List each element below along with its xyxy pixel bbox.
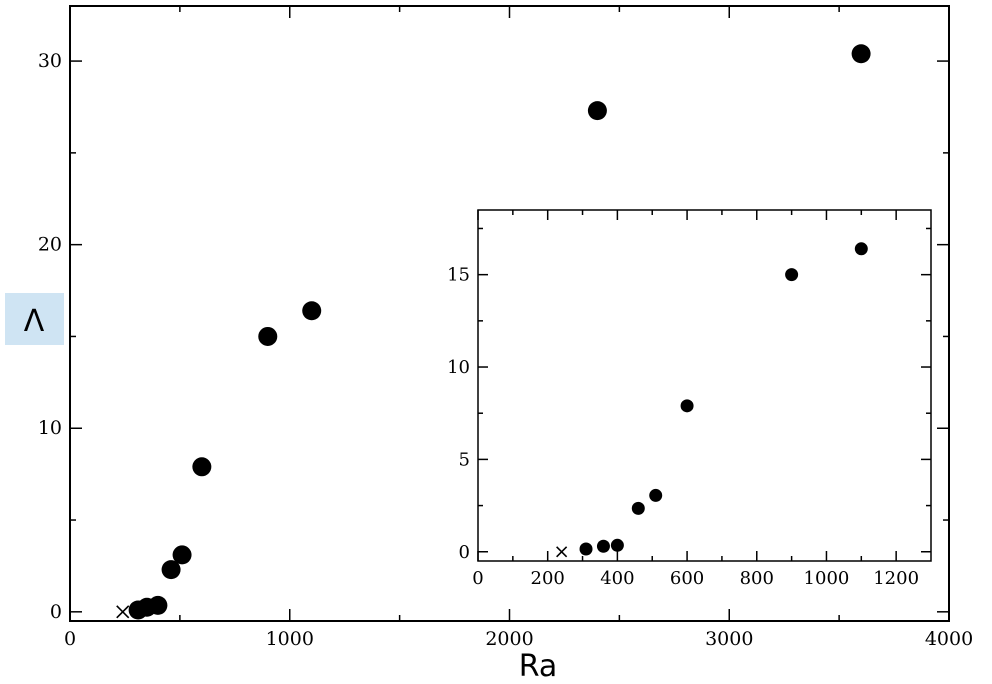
main-data-point (161, 560, 181, 580)
main-data-point (587, 101, 607, 121)
inset-data-point-cross (556, 546, 568, 558)
main-data-point (172, 545, 192, 565)
inset-y-tick-label: 5 (459, 449, 470, 470)
inset-x-tick-label: 600 (670, 568, 704, 589)
main-x-tick-label: 3000 (705, 628, 753, 650)
inset-x-tick-label: 800 (740, 568, 774, 589)
axis-titles: Ra Λ (5, 293, 557, 684)
main-y-tick-label: 10 (38, 417, 62, 439)
main-x-tick-label: 4000 (925, 628, 973, 650)
inset-data-point (785, 268, 799, 282)
main-data-point (302, 301, 322, 321)
inset-data-point (649, 488, 663, 502)
main-y-tick-label: 20 (38, 234, 62, 256)
inset-data-point (596, 539, 610, 553)
inset-x-tick-label: 400 (600, 568, 634, 589)
inset-data-point (631, 501, 645, 515)
inset-x-tick-label: 200 (531, 568, 565, 589)
main-data-point (851, 44, 871, 64)
main-x-tick-label: 1000 (266, 628, 314, 650)
main-x-tick-label: 2000 (485, 628, 533, 650)
main-data-point (148, 595, 168, 615)
inset-data-point (854, 242, 868, 256)
inset-plot: 0 200 400 600 800 1000 1200 0 5 10 15 (447, 209, 932, 589)
inset-y-tick-label: 0 (459, 542, 470, 563)
main-data-point (192, 457, 212, 477)
main-x-tick-label: 0 (64, 628, 76, 650)
y-axis-title-highlight (5, 293, 64, 345)
y-axis-title: Λ (24, 304, 45, 339)
inset-x-tick-label: 1200 (873, 568, 919, 589)
inset-data-point (579, 542, 593, 556)
main-y-tick-label: 30 (38, 50, 62, 72)
main-data-point-cross (116, 605, 130, 619)
inset-x-tick-label: 0 (472, 568, 483, 589)
inset-data-point (680, 399, 694, 413)
inset-y-tick-label: 15 (447, 265, 470, 286)
inset-x-tick-label: 1000 (804, 568, 850, 589)
inset-frame (477, 209, 932, 562)
inset-data-point (610, 538, 624, 552)
main-y-tick-label: 0 (50, 601, 62, 623)
inset-y-tick-label: 10 (447, 357, 470, 378)
main-data-point (258, 326, 278, 346)
x-axis-title: Ra (519, 649, 558, 684)
